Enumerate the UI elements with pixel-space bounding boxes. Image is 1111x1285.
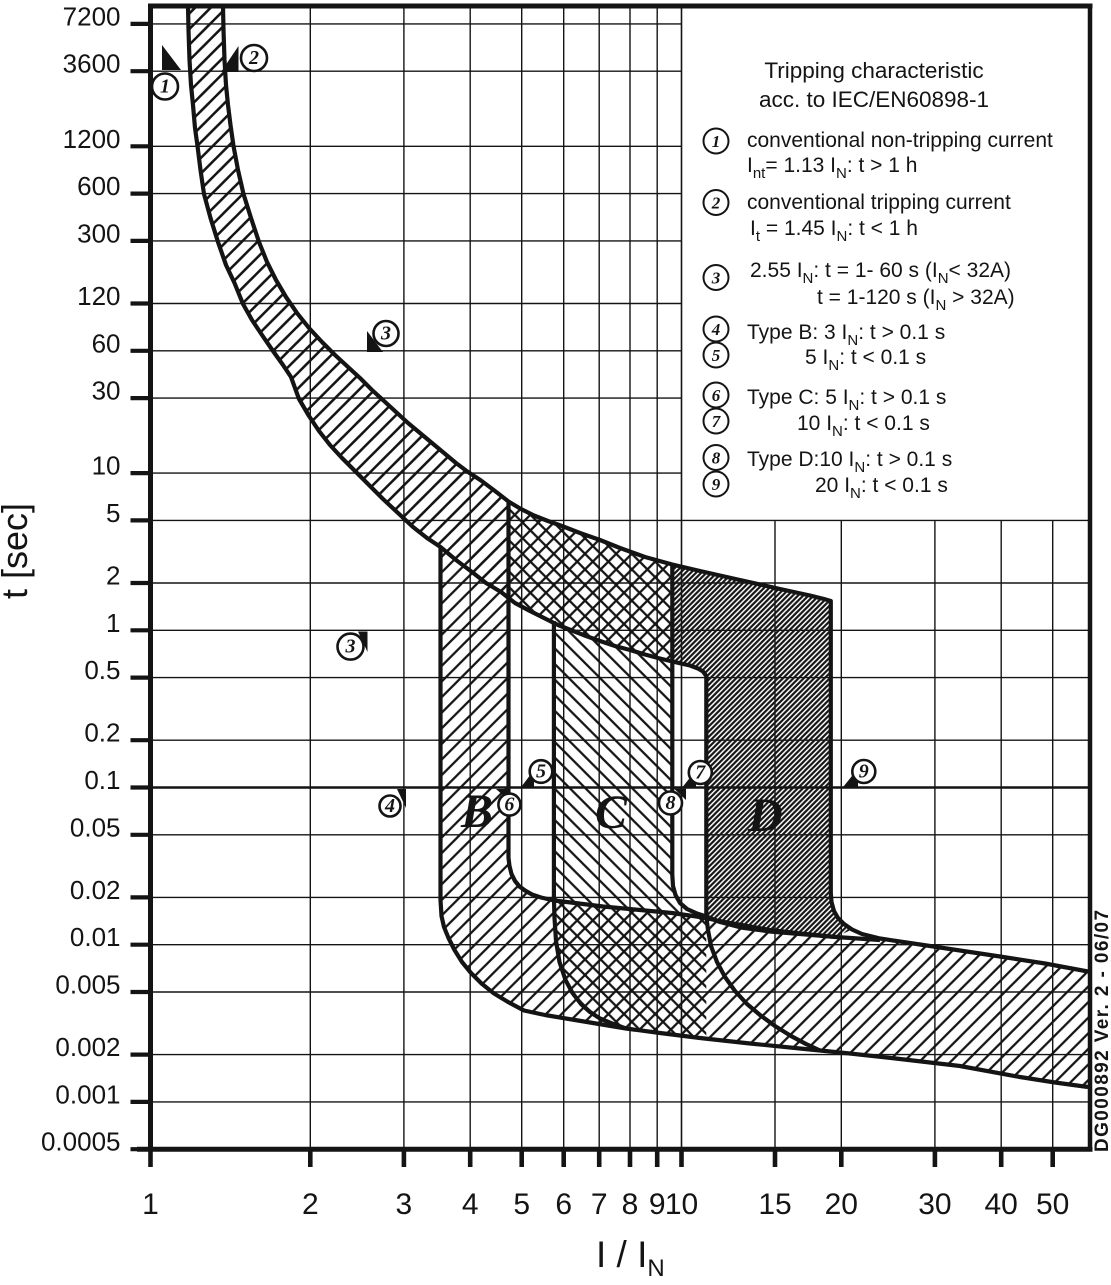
svg-text:5: 5 — [712, 346, 721, 365]
svg-text:0.05: 0.05 — [70, 812, 121, 842]
svg-text:40: 40 — [985, 1188, 1018, 1221]
svg-text:7: 7 — [591, 1188, 608, 1221]
svg-text:1: 1 — [142, 1188, 159, 1221]
svg-text:0.002: 0.002 — [55, 1032, 120, 1062]
svg-text:7: 7 — [695, 762, 706, 784]
svg-text:1: 1 — [712, 132, 721, 151]
svg-text:5: 5 — [536, 761, 546, 783]
svg-text:20: 20 — [825, 1188, 858, 1221]
svg-text:10: 10 — [665, 1188, 698, 1221]
svg-text:2: 2 — [711, 194, 721, 213]
svg-text:600: 600 — [77, 171, 120, 201]
svg-text:DG000892 Ver. 2 - 06/07: DG000892 Ver. 2 - 06/07 — [1092, 909, 1111, 1152]
svg-text:8: 8 — [666, 792, 676, 814]
svg-text:8: 8 — [622, 1188, 639, 1221]
svg-text:acc. to IEC/EN60898-1: acc. to IEC/EN60898-1 — [759, 87, 989, 112]
svg-text:8: 8 — [712, 449, 721, 468]
svg-text:30: 30 — [92, 376, 121, 406]
svg-text:3: 3 — [711, 269, 721, 288]
svg-text:6: 6 — [504, 794, 514, 816]
svg-text:D: D — [747, 789, 783, 842]
svg-text:2: 2 — [106, 561, 120, 591]
svg-text:5: 5 — [513, 1188, 530, 1221]
svg-text:3600: 3600 — [63, 49, 121, 79]
svg-text:6: 6 — [555, 1188, 572, 1221]
svg-text:50: 50 — [1036, 1188, 1069, 1221]
svg-text:1200: 1200 — [63, 124, 121, 154]
svg-text:2: 2 — [302, 1188, 319, 1221]
svg-text:0.5: 0.5 — [84, 655, 120, 685]
svg-text:conventional tripping current: conventional tripping current — [747, 191, 1011, 214]
svg-text:1: 1 — [106, 608, 120, 638]
svg-text:9: 9 — [712, 475, 721, 494]
svg-text:0.01: 0.01 — [70, 922, 121, 952]
svg-text:300: 300 — [77, 218, 120, 248]
svg-text:4: 4 — [384, 795, 395, 817]
svg-text:9: 9 — [859, 761, 869, 783]
svg-text:6: 6 — [712, 386, 721, 405]
svg-text:C: C — [595, 786, 628, 839]
svg-text:0.02: 0.02 — [70, 875, 121, 905]
svg-text:10: 10 — [92, 451, 121, 481]
svg-text:B: B — [460, 785, 493, 838]
svg-text:2: 2 — [248, 47, 259, 69]
svg-text:3: 3 — [396, 1188, 413, 1221]
svg-text:Tripping characteristic: Tripping characteristic — [764, 58, 983, 83]
svg-text:7: 7 — [712, 412, 722, 431]
svg-text:t [sec]: t [sec] — [0, 503, 35, 599]
svg-text:0.005: 0.005 — [55, 970, 120, 1000]
svg-text:15: 15 — [758, 1188, 791, 1221]
svg-text:1: 1 — [160, 76, 170, 98]
svg-text:0.001: 0.001 — [55, 1079, 120, 1109]
svg-text:9: 9 — [649, 1188, 666, 1221]
svg-text:120: 120 — [77, 281, 120, 311]
svg-text:0.2: 0.2 — [84, 718, 120, 748]
svg-text:3: 3 — [345, 636, 356, 658]
svg-text:0.1: 0.1 — [84, 765, 120, 795]
svg-text:4: 4 — [711, 320, 721, 339]
svg-text:30: 30 — [918, 1188, 951, 1221]
svg-text:4: 4 — [462, 1188, 479, 1221]
svg-text:5: 5 — [106, 498, 120, 528]
svg-text:60: 60 — [92, 328, 121, 358]
svg-text:conventional non-tripping curr: conventional non-tripping current — [747, 129, 1053, 152]
svg-text:0.0005: 0.0005 — [41, 1127, 121, 1157]
svg-text:7200: 7200 — [63, 1, 121, 31]
svg-text:3: 3 — [380, 323, 391, 345]
